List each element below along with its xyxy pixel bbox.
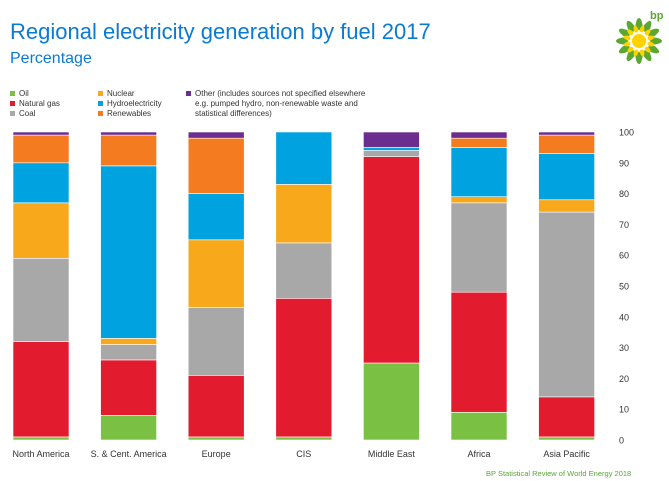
bar-segment-gas (538, 396, 595, 438)
y-tick-label: 10 (619, 405, 629, 415)
bar-segment-hydro (363, 147, 420, 151)
bar-segment-renew (538, 134, 595, 154)
bar-segment-renew (187, 137, 245, 194)
bar-segment-renew (450, 137, 508, 148)
bar-segment-other (12, 131, 70, 136)
bar-segment-gas (12, 341, 70, 438)
x-tick-label: Middle East (368, 449, 416, 459)
y-tick-label: 100 (619, 128, 634, 138)
bar-segment-oil (12, 436, 70, 441)
y-tick-label: 60 (619, 251, 629, 261)
legend-swatch-nuclear (98, 91, 103, 96)
bar-segment-gas (275, 298, 333, 438)
legend-swatch-hydro (98, 101, 103, 106)
legend: Oil Natural gas Coal Nuclear Hydroelectr… (10, 89, 430, 125)
bar-segment-gas (100, 359, 157, 416)
bar-segment-hydro (538, 153, 595, 201)
bp-helios-logo-icon: bp (616, 10, 664, 64)
y-tick-label: 40 (619, 312, 629, 322)
bar-segment-gas (363, 156, 420, 364)
bar-segment-oil (187, 436, 245, 441)
bar-segment-gas (450, 291, 508, 413)
bar-segment-coal (450, 202, 508, 293)
bar-segment-other (363, 131, 420, 148)
bar-segment-renew (100, 134, 157, 167)
legend-label-hydro: Hydroelectricity (107, 99, 162, 108)
legend-label-other: Other (includes sources not specified el… (195, 89, 366, 98)
bar-segment-coal (275, 242, 333, 299)
y-tick-label: 50 (619, 282, 629, 292)
legend-label-gas: Natural gas (19, 99, 60, 108)
legend-swatch-other (186, 91, 191, 96)
legend-label-other-line3: statistical differences) (195, 109, 272, 118)
legend-label-renewables: Renewables (107, 109, 152, 118)
legend-label-nuclear: Nuclear (107, 89, 135, 98)
bar-segment-nuclear (275, 184, 333, 244)
legend-label-coal: Coal (19, 109, 36, 118)
chart-title: Regional electricity generation by fuel … (10, 19, 431, 44)
bar-segment-oil (450, 411, 508, 441)
legend-swatch-gas (10, 101, 15, 106)
bar-segment-coal (100, 344, 157, 361)
bar-segment-oil (538, 436, 595, 441)
bar-segment-other (187, 131, 245, 139)
bar-segment-nuclear (12, 202, 70, 259)
bar-segment-renew (12, 134, 70, 164)
y-tick-label: 20 (619, 374, 629, 384)
x-tick-label: North America (12, 449, 69, 459)
bar-segment-oil (100, 415, 157, 441)
bar-segment-nuclear (538, 199, 595, 213)
bar-segment-oil (363, 362, 420, 441)
x-tick-label: CIS (296, 449, 311, 459)
y-tick-label: 30 (619, 343, 629, 353)
bar-segment-hydro (450, 147, 508, 197)
bar-segment-nuclear (187, 239, 245, 308)
chart-subtitle: Percentage (10, 50, 92, 67)
bar-segment-other (100, 131, 157, 136)
y-tick-label: 0 (619, 436, 624, 446)
y-tick-label: 70 (619, 220, 629, 230)
source-note: BP Statistical Review of World Energy 20… (486, 469, 632, 478)
bar-segment-hydro (12, 162, 70, 204)
bar-segment-nuclear (450, 196, 508, 204)
bar-segment-hydro (100, 165, 157, 339)
x-tick-label: S. & Cent. America (91, 449, 167, 459)
bar-segment-coal (187, 307, 245, 376)
bar-segment-gas (187, 375, 245, 438)
legend-swatch-renewables (98, 111, 103, 116)
bar-segment-other (450, 131, 508, 139)
y-tick-label: 80 (619, 189, 629, 199)
x-tick-label: Europe (202, 449, 231, 459)
x-tick-label: Asia Pacific (543, 449, 590, 459)
y-tick-label: 90 (619, 158, 629, 168)
logo-text: bp (650, 10, 664, 22)
bar-segment-coal (363, 150, 420, 157)
bar-segment-other (538, 131, 595, 136)
legend-label-other-line2: e.g. pumped hydro, non-renewable waste a… (195, 99, 358, 108)
bar-segment-coal (538, 211, 595, 398)
legend-label-oil: Oil (19, 89, 29, 98)
x-tick-label: Africa (467, 449, 490, 459)
bar-segment-hydro (275, 131, 333, 185)
legend-swatch-coal (10, 111, 15, 116)
bar-segment-hydro (187, 193, 245, 241)
bar-segment-nuclear (100, 338, 157, 345)
legend-swatch-oil (10, 91, 15, 96)
bar-segment-oil (275, 436, 333, 441)
bar-segment-coal (12, 257, 70, 342)
